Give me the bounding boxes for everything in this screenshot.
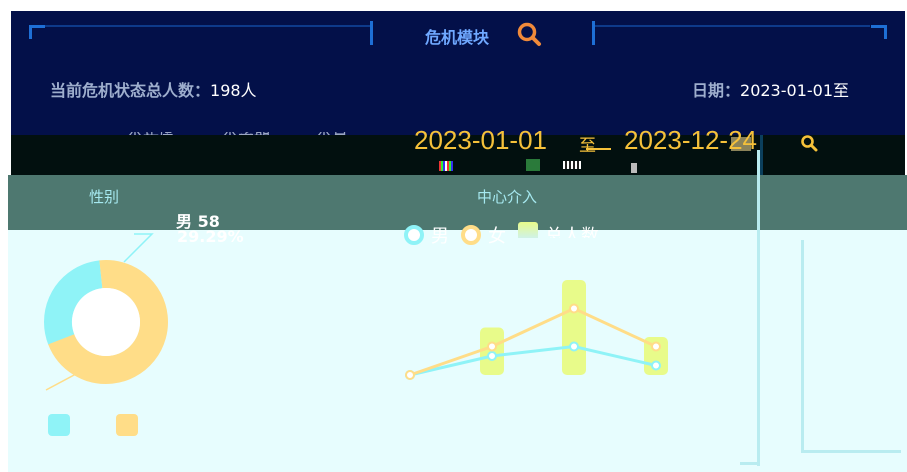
line-male — [409, 344, 657, 377]
point-female — [651, 341, 661, 352]
corner-bracket — [29, 25, 45, 39]
total-count-label: 当前危机状态总人数： — [50, 81, 211, 100]
range-end-date[interactable]: 2023-12-24 — [624, 125, 757, 155]
range-start-date[interactable]: 2023-01-01 — [414, 125, 547, 155]
donut-slices — [44, 260, 168, 384]
range-search-icon[interactable] — [800, 134, 818, 152]
panel-divider — [740, 462, 758, 465]
callout-line-male — [123, 233, 154, 263]
gender-panel-title: 性别 — [89, 188, 120, 206]
tab-month[interactable]: 本月 — [316, 132, 366, 135]
gender-callout-count: 男 58 — [176, 212, 220, 231]
legend-marker-male — [404, 225, 424, 245]
legend-item-total[interactable]: 总人数 — [518, 222, 599, 238]
range-separator: 至 — [579, 136, 596, 156]
tab-year[interactable]: 本年度 — [127, 132, 177, 135]
intervention-legend: 男 女 总人数 — [404, 222, 599, 248]
panel-divider — [801, 450, 901, 453]
point-female — [405, 370, 415, 380]
bar-total — [562, 280, 586, 375]
legend-item-male[interactable]: 男 — [404, 222, 449, 248]
donut-slice-female — [44, 260, 168, 384]
title-divider — [592, 21, 595, 45]
range-separator-line — [586, 148, 611, 150]
line-female — [409, 306, 657, 377]
point-male — [569, 341, 579, 352]
page-title: 危机模块 — [425, 28, 490, 47]
callout-line-female — [45, 373, 77, 391]
intervention-chart — [405, 280, 668, 380]
search-icon[interactable] — [516, 21, 542, 47]
gender-callout-percent: 29.29% — [177, 227, 244, 242]
legend-swatch-female — [116, 414, 138, 436]
gender-donut-chart — [44, 233, 168, 391]
tab-semester[interactable]: 本学期 — [222, 132, 282, 135]
point-male — [487, 351, 497, 361]
legend-swatch-male — [48, 414, 70, 436]
point-female — [487, 341, 497, 352]
legend-marker-female — [461, 225, 481, 245]
date-label: 日期： — [692, 81, 741, 100]
point-female — [569, 303, 579, 314]
render-artifact-band — [11, 135, 905, 175]
panel-divider — [801, 240, 804, 452]
donut-hole — [72, 288, 140, 356]
header-line — [594, 25, 870, 27]
header-line — [45, 25, 370, 27]
line-series — [405, 303, 661, 380]
legend-item-female[interactable]: 女 — [461, 222, 506, 248]
date-value: 2023-01-01至 — [740, 81, 850, 100]
header-panel: 危机模块 当前危机状态总人数： 198人 日期： 2023-01-01至 本年度… — [11, 11, 905, 135]
intervention-panel-title: 中心介入 — [477, 188, 538, 206]
point-male — [651, 360, 661, 371]
title-divider — [370, 21, 373, 45]
corner-bracket — [871, 25, 887, 39]
panel-divider — [757, 150, 760, 466]
total-count-value: 198人 — [210, 81, 257, 100]
legend-marker-total — [518, 222, 538, 238]
